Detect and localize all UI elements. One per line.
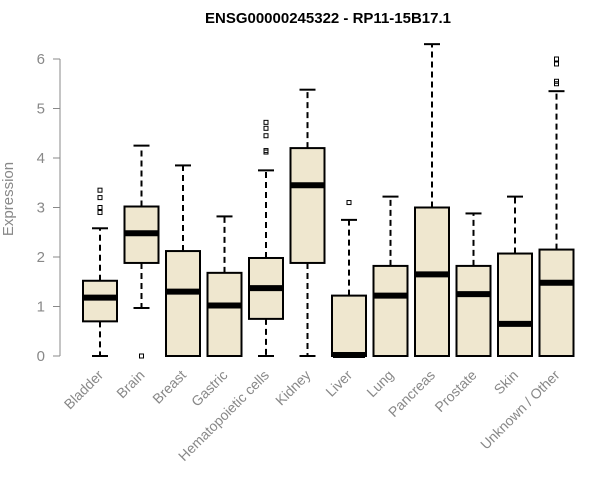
box-iqr bbox=[414, 206, 450, 357]
boxes bbox=[82, 43, 575, 359]
box-prostate bbox=[455, 212, 492, 357]
box-kidney bbox=[289, 88, 326, 357]
y-axis-label: Expression bbox=[0, 162, 17, 236]
outlier-point bbox=[554, 56, 559, 62]
box-hematopoietic-cells bbox=[248, 119, 284, 357]
box-iqr bbox=[82, 279, 118, 323]
outlier-point bbox=[97, 195, 103, 201]
outlier-point bbox=[554, 61, 559, 67]
box-brain bbox=[123, 144, 160, 359]
y-tick-label: 5 bbox=[37, 101, 45, 118]
box-iqr bbox=[497, 252, 533, 357]
outlier-point bbox=[263, 149, 269, 155]
outlier-point bbox=[346, 200, 352, 206]
y-tick-label: 4 bbox=[37, 150, 45, 167]
outlier-point bbox=[139, 353, 144, 359]
outlier-point bbox=[263, 125, 269, 131]
box-iqr bbox=[289, 147, 326, 264]
y-tick-label: 1 bbox=[37, 299, 45, 316]
x-tick-label: Kidney bbox=[272, 367, 314, 409]
x-tick-label: Bladder bbox=[61, 367, 107, 413]
chart-title: ENSG00000245322 - RP11-15B17.1 bbox=[205, 10, 451, 27]
y-axis: 0 1 2 3 4 5 6 bbox=[37, 51, 61, 365]
y-tick-label: 2 bbox=[37, 249, 45, 266]
y-tick-label: 6 bbox=[37, 51, 45, 68]
y-tick-label: 3 bbox=[37, 200, 45, 217]
x-tick-label: Lung bbox=[363, 367, 396, 400]
outlier-point bbox=[554, 78, 559, 84]
box-iqr bbox=[538, 248, 575, 357]
x-tick-label: Brain bbox=[113, 367, 147, 401]
box-iqr bbox=[372, 264, 409, 357]
box-unknown-other bbox=[538, 56, 575, 357]
box-skin bbox=[497, 195, 533, 357]
box-lung bbox=[372, 195, 409, 357]
x-tick-label: Skin bbox=[491, 367, 522, 398]
box-bladder bbox=[82, 187, 118, 357]
outlier-point bbox=[263, 119, 269, 125]
box-iqr bbox=[331, 294, 367, 357]
outlier-point bbox=[97, 209, 103, 215]
box-iqr bbox=[206, 271, 243, 357]
box-liver bbox=[331, 200, 367, 359]
x-tick-label: Unknown / Other bbox=[477, 367, 563, 453]
box-breast bbox=[165, 164, 201, 357]
outlier-point bbox=[263, 148, 269, 154]
y-tick-label: 0 bbox=[37, 348, 45, 365]
box-pancreas bbox=[414, 43, 450, 357]
box-iqr bbox=[165, 250, 201, 357]
outlier-point bbox=[97, 187, 103, 193]
x-tick-label: Liver bbox=[322, 367, 355, 400]
outlier-point bbox=[97, 205, 103, 210]
box-gastric bbox=[206, 215, 243, 357]
x-tick-label: Prostate bbox=[431, 367, 479, 415]
outlier-point bbox=[263, 133, 269, 139]
box-iqr bbox=[455, 264, 492, 357]
x-tick-label: Breast bbox=[149, 367, 189, 407]
